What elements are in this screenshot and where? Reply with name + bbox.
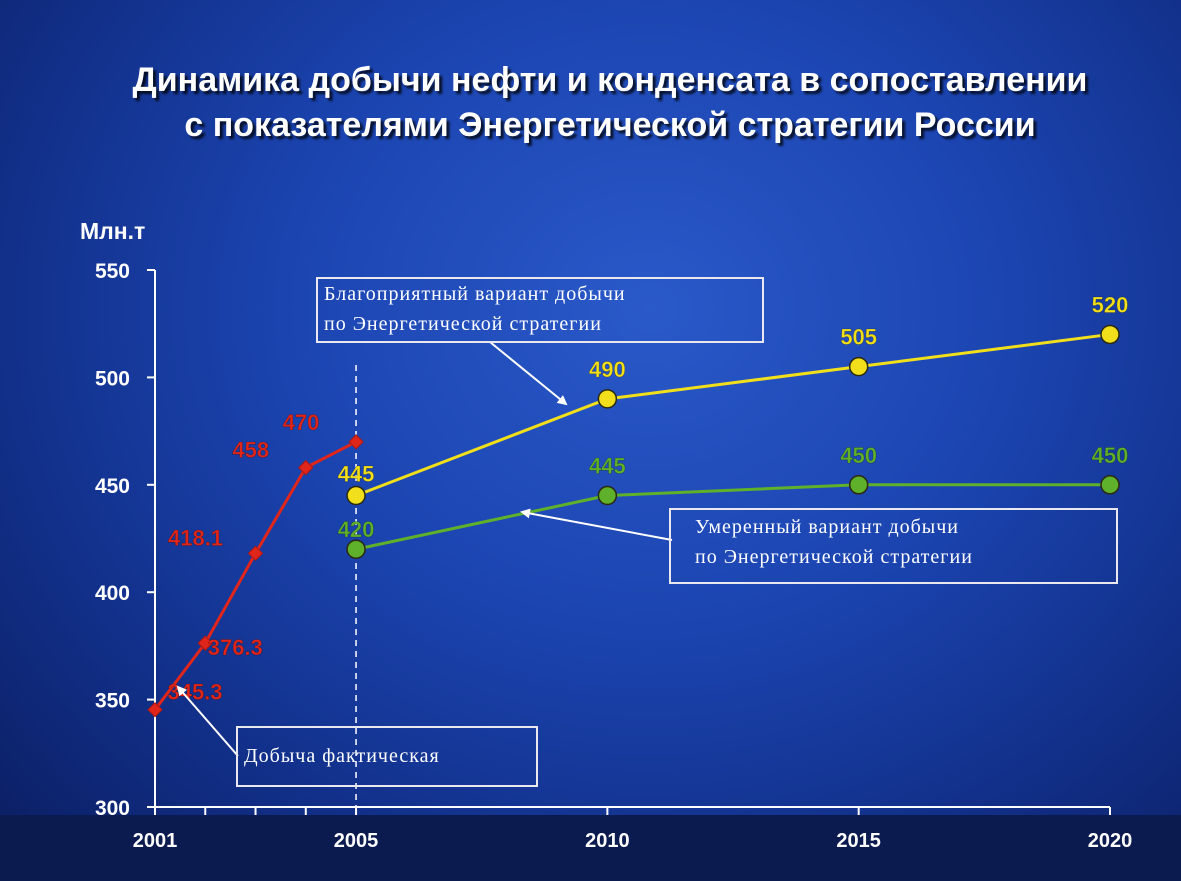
data-point-moderate — [597, 485, 618, 506]
data-label-moderate: 420 — [338, 517, 375, 542]
x-tick-label: 2020 — [1088, 830, 1133, 852]
y-tick-label: 550 — [95, 260, 130, 283]
data-label-actual: 376.3 — [208, 635, 263, 660]
data-point-actual — [298, 459, 314, 476]
data-label-actual: 470 — [283, 410, 320, 435]
data-point-favorable — [1100, 324, 1120, 345]
y-tick-label: 500 — [95, 367, 130, 390]
data-point-favorable — [597, 389, 618, 409]
data-point-actual — [247, 545, 264, 562]
data-label-moderate: 450 — [1092, 443, 1129, 468]
arrow-actual — [176, 685, 239, 757]
data-point-actual — [348, 434, 364, 450]
series-line-moderate — [355, 483, 1110, 551]
data-point-actual — [197, 635, 213, 651]
data-point-actual — [147, 701, 163, 718]
x-tick-label: 2010 — [585, 830, 630, 852]
data-label-actual: 345.3 — [167, 680, 222, 705]
x-axis-band — [0, 815, 1181, 881]
y-tick-label: 350 — [95, 690, 130, 713]
data-point-moderate — [848, 475, 869, 495]
data-label-favorable: 520 — [1092, 292, 1129, 317]
arrow-moderate — [520, 508, 673, 541]
data-label-actual: 458 — [232, 438, 269, 463]
y-tick-label: 300 — [95, 797, 130, 820]
y-axis-label: Млн.т — [80, 218, 145, 244]
data-point-moderate — [1100, 475, 1120, 495]
data-point-favorable — [346, 485, 366, 506]
data-label-actual: 418.1 — [168, 525, 223, 550]
callout-actual-production: Добыча фактическая — [236, 726, 538, 787]
x-tick-label: 2005 — [334, 830, 379, 852]
callout-moderate-variant: Умеренный вариант добычи по Энергетическ… — [669, 508, 1118, 584]
arrow-favorable — [489, 341, 568, 406]
callout-favorable-line-2: по Энергетической стратегии — [324, 313, 602, 335]
data-label-moderate: 445 — [589, 454, 626, 479]
y-tick-label: 450 — [95, 475, 130, 498]
x-tick-label: 2015 — [836, 830, 881, 852]
data-point-favorable — [848, 356, 869, 377]
callout-favorable-line-1: Благоприятный вариант добычи — [324, 283, 626, 305]
x-tick-label: 2001 — [133, 830, 178, 852]
y-tick-label: 400 — [95, 582, 130, 605]
callout-moderate-line-1: Умеренный вариант добычи — [695, 516, 959, 538]
callout-moderate-line-2: по Энергетической стратегии — [695, 546, 973, 568]
callout-actual-label: Добыча фактическая — [244, 745, 440, 767]
data-label-moderate: 450 — [840, 443, 877, 468]
series-line-favorable — [355, 332, 1111, 497]
series-line-actual — [153, 440, 357, 711]
data-point-moderate — [346, 539, 366, 559]
data-label-favorable: 490 — [589, 357, 626, 382]
data-label-favorable: 505 — [840, 325, 877, 350]
callout-favorable-variant: Благоприятный вариант добычи по Энергети… — [316, 277, 764, 343]
data-label-favorable: 445 — [338, 462, 375, 487]
slide-title: Динамика добычи нефти и конденсата в соп… — [132, 61, 1088, 144]
